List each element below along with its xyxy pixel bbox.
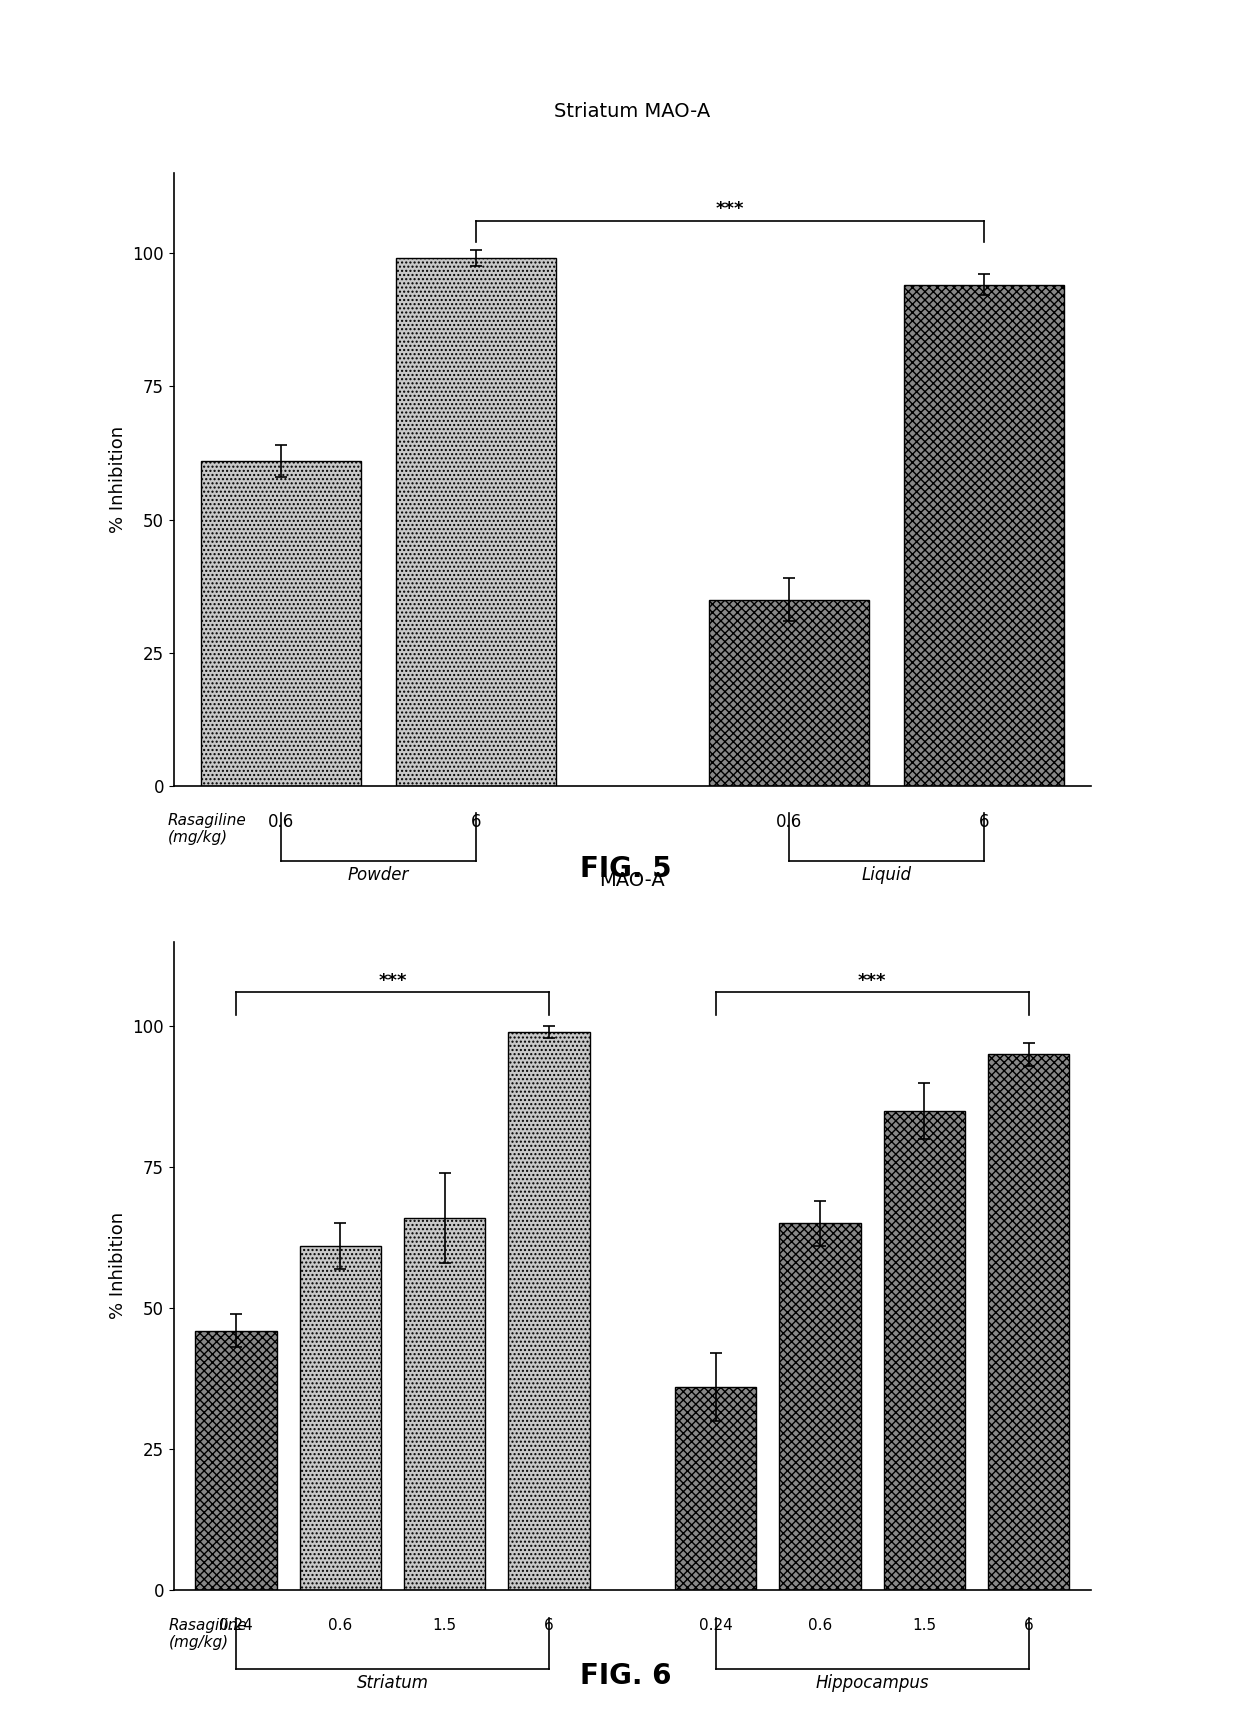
Text: 0.6: 0.6	[775, 812, 802, 831]
Text: Hippocampus: Hippocampus	[816, 1674, 929, 1692]
Text: Rasagiline
(mg/kg): Rasagiline (mg/kg)	[167, 812, 247, 845]
Text: 6: 6	[544, 1617, 554, 1633]
Text: 0.6: 0.6	[268, 812, 294, 831]
Text: Liquid: Liquid	[862, 866, 911, 885]
Bar	[884, 1111, 965, 1590]
Text: 1.5: 1.5	[913, 1617, 936, 1633]
Text: FIG. 5: FIG. 5	[580, 855, 672, 883]
Text: 0.6: 0.6	[329, 1617, 352, 1633]
Y-axis label: % Inhibition: % Inhibition	[109, 427, 126, 532]
Text: 6: 6	[978, 812, 990, 831]
Text: 6: 6	[1024, 1617, 1033, 1633]
Bar	[780, 1223, 861, 1590]
Text: 0.6: 0.6	[808, 1617, 832, 1633]
Text: ***: ***	[858, 971, 887, 990]
Text: Rasagiline
(mg/kg): Rasagiline (mg/kg)	[169, 1617, 247, 1650]
Text: FIG. 6: FIG. 6	[580, 1662, 672, 1690]
Bar	[404, 1218, 485, 1590]
Text: 6: 6	[471, 812, 481, 831]
Bar	[508, 1032, 590, 1590]
Text: 1.5: 1.5	[433, 1617, 456, 1633]
Bar	[396, 257, 557, 786]
Text: ***: ***	[378, 971, 407, 990]
Y-axis label: % Inhibition: % Inhibition	[109, 1213, 126, 1318]
Bar	[988, 1054, 1069, 1590]
Title: Striatum MAO-A: Striatum MAO-A	[554, 102, 711, 121]
Bar	[675, 1388, 756, 1590]
Bar	[708, 600, 869, 786]
Bar	[904, 285, 1064, 786]
Bar	[201, 461, 361, 786]
Title: MAO-A: MAO-A	[599, 871, 666, 890]
Text: 0.24: 0.24	[699, 1617, 733, 1633]
Text: Striatum: Striatum	[357, 1674, 429, 1692]
Text: Powder: Powder	[348, 866, 409, 885]
Bar	[196, 1331, 277, 1590]
Text: 0.24: 0.24	[219, 1617, 253, 1633]
Text: ***: ***	[715, 200, 744, 218]
Bar	[300, 1246, 381, 1590]
